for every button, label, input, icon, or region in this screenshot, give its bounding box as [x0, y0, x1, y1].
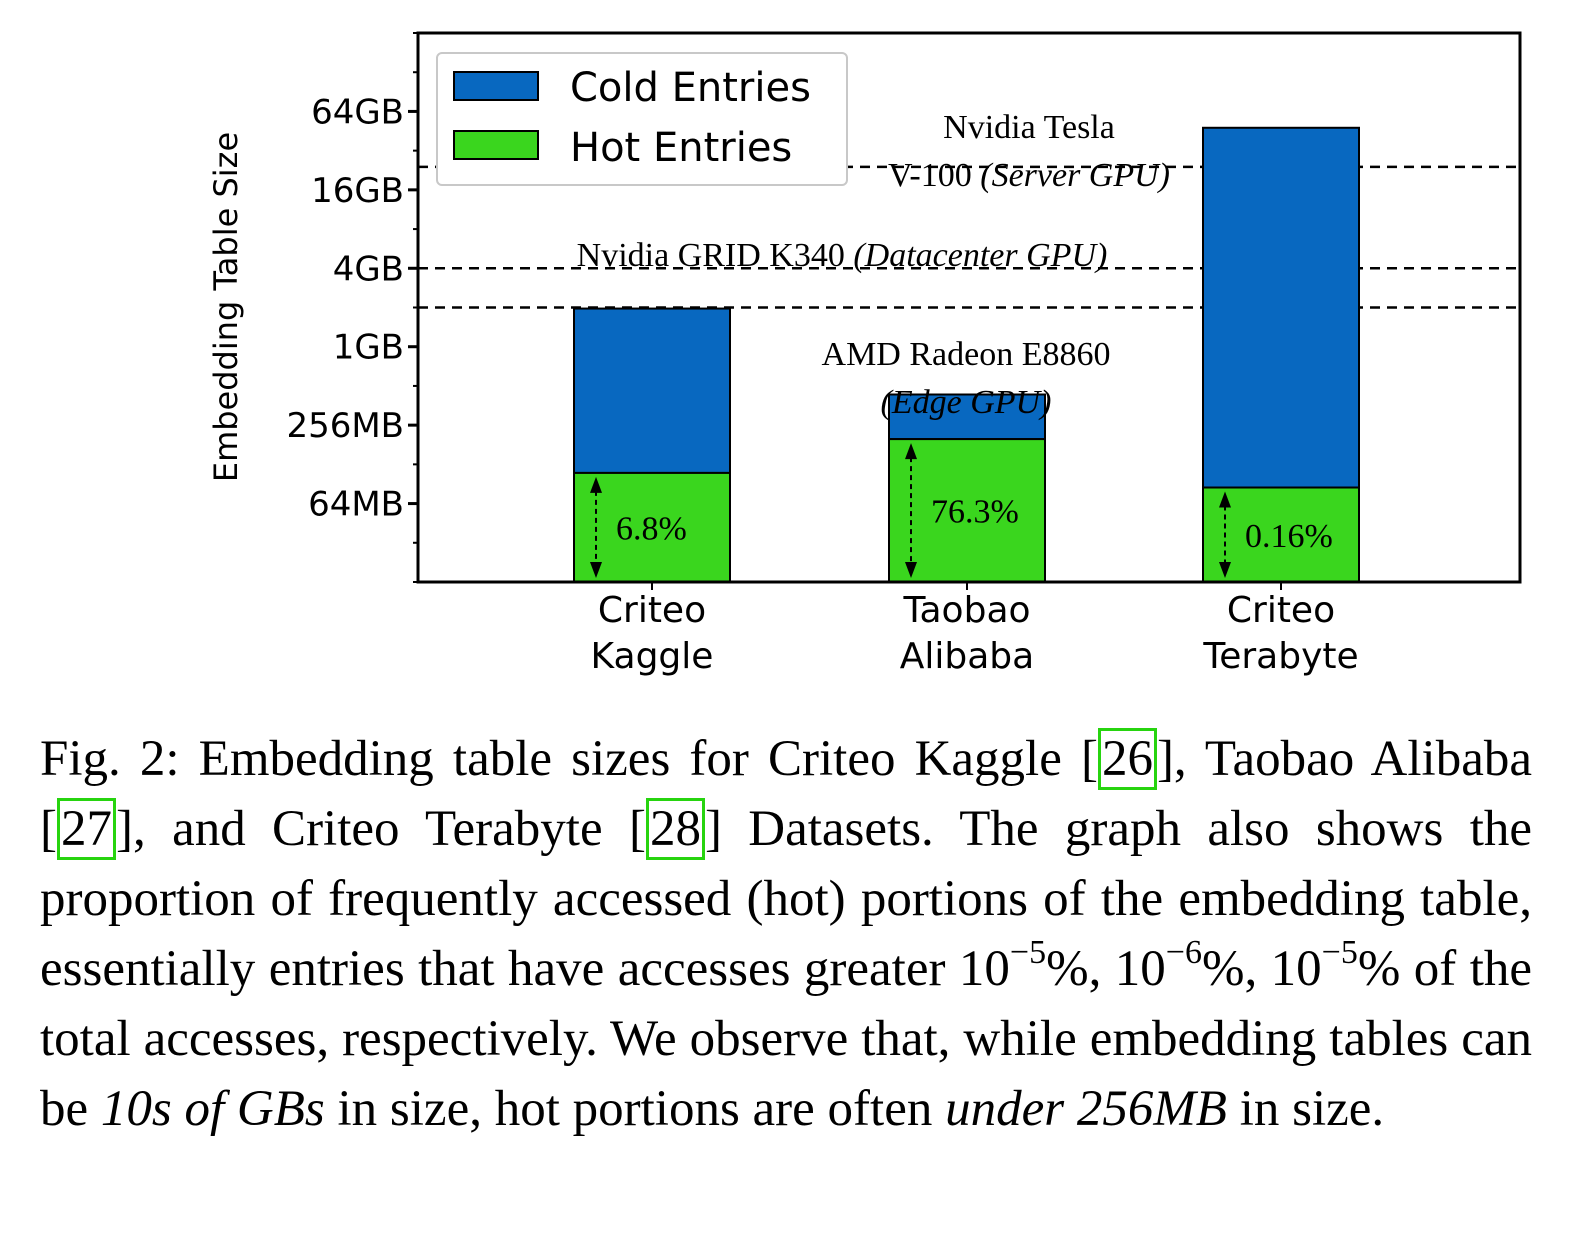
exponent: −5	[1321, 934, 1358, 971]
cold-entries-bar	[888, 393, 1046, 441]
figure-caption: Fig. 2: Embedding table sizes for Criteo…	[40, 724, 1532, 1144]
hot-arrow-head-up	[905, 443, 917, 460]
gpu-annotation-text: AMD Radeon E8860	[822, 336, 1111, 373]
hot-arrow-head-down	[590, 562, 602, 578]
legend: Cold Entries Hot Entries	[436, 52, 848, 186]
caption-text: ], Taobao Alibaba [	[40, 731, 1532, 857]
y-tick-label: 64MB	[308, 485, 404, 525]
caption-text: in size, hot portions are often	[324, 1081, 946, 1137]
legend-label-hot: Hot Entries	[570, 125, 792, 171]
caption-text: Fig. 2: Embedding table sizes for Criteo…	[40, 731, 1098, 787]
gpu-annotation-segment: Nvidia Tesla	[943, 109, 1115, 146]
caption-emphasis: under 256MB	[945, 1081, 1227, 1137]
hot-percent-label: 76.3%	[931, 494, 1019, 531]
cold-entries-bar	[1202, 126, 1360, 489]
gpu-annotation-text: Nvidia Tesla	[943, 109, 1115, 146]
gpu-annotation-segment: (Edge GPU)	[881, 384, 1052, 421]
embedding-size-chart: 6.8% 76.3% 0.16% 64MB 256MB 1GB 4GB 16GB 64GB C…	[207, 31, 1522, 677]
x-category-label: Taobao	[902, 590, 1030, 631]
gpu-annotation-segment: (Server GPU)	[980, 157, 1170, 194]
y-tick-label: 256MB	[286, 406, 404, 446]
cold-entries-bar	[573, 307, 731, 474]
gpu-annotation-segment: V-100	[888, 157, 980, 194]
y-tick-label: 64GB	[311, 92, 404, 132]
gpu-annotation-segment: (Datacenter GPU)	[853, 237, 1107, 274]
hot-entries-bar	[888, 438, 1046, 584]
caption-emphasis: 10s of GBs	[100, 1081, 325, 1137]
hot-percentage-arrows: 6.8% 76.3% 0.16%	[590, 443, 1333, 578]
caption-text: % of the total accesses, respectively. W…	[40, 941, 1533, 1137]
legend-label-cold: Cold Entries	[570, 65, 811, 111]
hot-arrow-head-down	[1219, 562, 1231, 578]
hot-percent-label: 0.16%	[1245, 518, 1333, 555]
caption-text: %, 10	[1201, 941, 1322, 997]
x-category-label: Criteo	[598, 590, 706, 631]
hot-arrow-head-up	[590, 476, 602, 493]
gpu-annotation-text: Nvidia GRID K340 (Datacenter GPU)	[577, 237, 1108, 274]
y-axis-label: Embedding Table Size	[207, 132, 245, 482]
x-category-label: Alibaba	[900, 636, 1034, 677]
gpu-annotation-segment: AMD Radeon E8860	[822, 336, 1111, 373]
hot-arrow-head-down	[905, 562, 917, 578]
caption-text: in size.	[1226, 1081, 1385, 1137]
gpu-annotation-segment: Nvidia GRID K340	[577, 237, 854, 274]
x-category-label: Criteo	[1227, 590, 1335, 631]
caption-text: ] Datasets. The graph also shows the pro…	[40, 801, 1532, 997]
x-category-label: Terabyte	[1202, 636, 1358, 677]
exponent: −6	[1165, 934, 1202, 971]
citation-link-26[interactable]: 26	[1097, 728, 1157, 790]
gpu-annotation-text: V-100 (Server GPU)	[888, 157, 1170, 194]
y-axis: 64MB 256MB 1GB 4GB 16GB 64GB	[286, 32, 418, 583]
legend-swatch-cold	[453, 71, 539, 101]
legend-frame	[436, 52, 848, 186]
exponent: −5	[1009, 934, 1047, 971]
citation-link-28[interactable]: 28	[645, 798, 705, 860]
y-tick-label: 1GB	[333, 328, 404, 368]
y-tick-label: 4GB	[333, 249, 404, 289]
hot-percent-label: 6.8%	[616, 510, 687, 547]
hot-arrow-head-up	[1219, 491, 1231, 508]
citation-link-27[interactable]: 27	[56, 798, 116, 860]
caption-text: ], and Criteo Terabyte [	[115, 801, 646, 857]
gpu-annotations: Nvidia Tesla V-100 (Server GPU) Nvidia GRI…	[577, 109, 1170, 421]
x-category-label: Kaggle	[591, 636, 714, 677]
legend-swatch-hot	[453, 130, 539, 160]
caption-text: %, 10	[1046, 941, 1166, 997]
gpu-annotation-text: (Edge GPU)	[881, 384, 1052, 421]
y-tick-label: 16GB	[311, 171, 404, 211]
x-axis: Criteo Kaggle Taobao Alibaba Criteo Terabyte	[591, 582, 1359, 677]
